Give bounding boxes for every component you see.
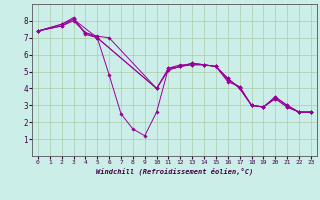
X-axis label: Windchill (Refroidissement éolien,°C): Windchill (Refroidissement éolien,°C) [96, 168, 253, 175]
